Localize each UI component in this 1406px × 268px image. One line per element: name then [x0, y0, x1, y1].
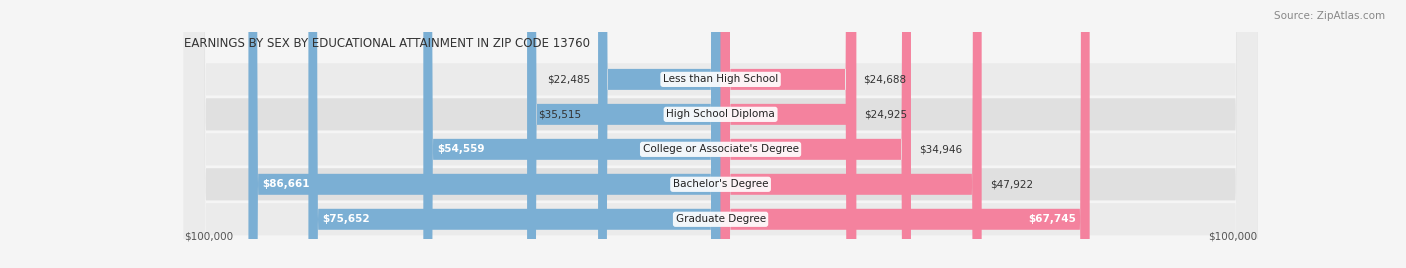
FancyBboxPatch shape	[184, 0, 1257, 268]
FancyBboxPatch shape	[721, 0, 855, 268]
Text: College or Associate's Degree: College or Associate's Degree	[643, 144, 799, 154]
FancyBboxPatch shape	[423, 0, 721, 268]
Text: Less than High School: Less than High School	[664, 75, 778, 84]
Text: $54,559: $54,559	[437, 144, 485, 154]
Text: $75,652: $75,652	[322, 214, 370, 224]
FancyBboxPatch shape	[721, 0, 911, 268]
Text: $86,661: $86,661	[262, 179, 309, 189]
Text: $35,515: $35,515	[538, 109, 581, 119]
FancyBboxPatch shape	[184, 0, 1257, 268]
Text: $67,745: $67,745	[1028, 214, 1076, 224]
FancyBboxPatch shape	[527, 0, 721, 268]
Text: $24,688: $24,688	[863, 75, 907, 84]
FancyBboxPatch shape	[721, 0, 981, 268]
Text: $100,000: $100,000	[184, 232, 233, 242]
Text: Bachelor's Degree: Bachelor's Degree	[673, 179, 768, 189]
Text: $100,000: $100,000	[1208, 232, 1257, 242]
FancyBboxPatch shape	[184, 0, 1257, 268]
Text: $24,925: $24,925	[865, 109, 908, 119]
Text: $47,922: $47,922	[990, 179, 1033, 189]
Text: $22,485: $22,485	[547, 75, 591, 84]
FancyBboxPatch shape	[184, 0, 1257, 268]
FancyBboxPatch shape	[598, 0, 721, 268]
Text: Source: ZipAtlas.com: Source: ZipAtlas.com	[1274, 11, 1385, 21]
FancyBboxPatch shape	[721, 0, 856, 268]
Text: EARNINGS BY SEX BY EDUCATIONAL ATTAINMENT IN ZIP CODE 13760: EARNINGS BY SEX BY EDUCATIONAL ATTAINMEN…	[184, 38, 591, 50]
FancyBboxPatch shape	[249, 0, 721, 268]
Text: Graduate Degree: Graduate Degree	[675, 214, 766, 224]
FancyBboxPatch shape	[308, 0, 721, 268]
Text: High School Diploma: High School Diploma	[666, 109, 775, 119]
FancyBboxPatch shape	[184, 0, 1257, 268]
Text: $34,946: $34,946	[920, 144, 962, 154]
FancyBboxPatch shape	[721, 0, 1090, 268]
